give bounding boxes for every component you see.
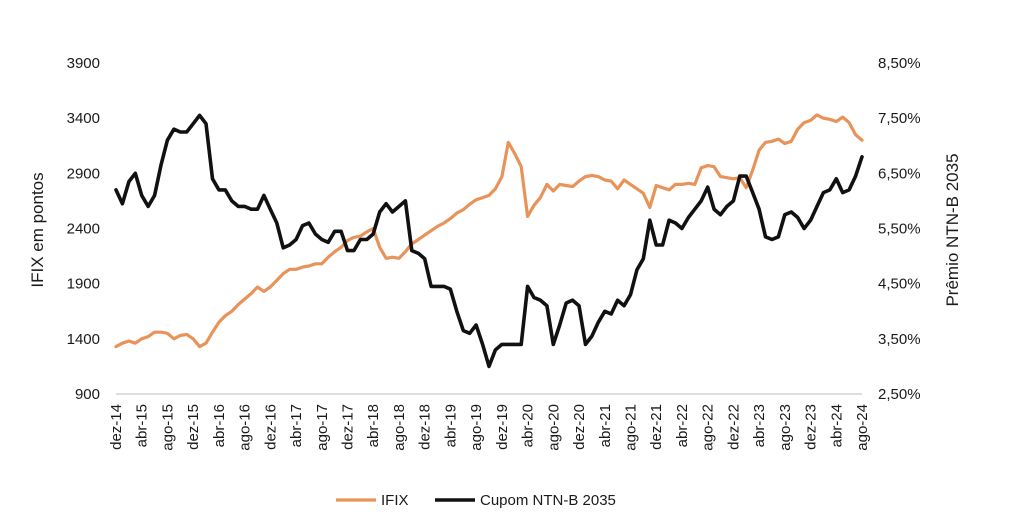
x-tick-label: dez-19 [494, 404, 511, 450]
right-tick-label: 7,50% [878, 110, 921, 127]
right-tick-label: 3,50% [878, 331, 921, 348]
left-tick-label: 3900 [67, 55, 100, 72]
x-tick-label: ago-21 [622, 404, 639, 451]
left-y-axis: 900 1400 1900 2400 2900 3400 3900 [67, 55, 100, 403]
legend: IFIX Cupom NTN-B 2035 [336, 492, 616, 509]
right-axis-title: Prêmio NTN-B 2035 [943, 153, 962, 306]
right-tick-label: 6,50% [878, 165, 921, 182]
x-tick-label: abr-22 [674, 404, 691, 447]
right-tick-label: 5,50% [878, 221, 921, 238]
x-tick-label: abr-15 [134, 404, 151, 447]
right-tick-label: 8,50% [878, 55, 921, 72]
series-line-cupom-ntnb-2035 [114, 113, 864, 369]
right-y-axis: 2,50% 3,50% 4,50% 5,50% 6,50% 7,50% 8,50% [878, 55, 921, 403]
series-layer [114, 113, 864, 369]
x-tick-label: abr-19 [442, 404, 459, 447]
x-tick-label: ago-16 [237, 404, 254, 451]
x-tick-label: dez-21 [648, 404, 665, 450]
x-tick-label: dez-14 [108, 404, 125, 450]
x-tick-label: ago-24 [854, 404, 871, 451]
left-tick-label: 2400 [67, 221, 100, 238]
x-tick-label: ago-23 [777, 404, 794, 451]
x-tick-label: abr-20 [520, 404, 537, 447]
x-tick-label: dez-16 [262, 404, 279, 450]
x-tick-label: abr-21 [597, 404, 614, 447]
x-tick-label: ago-22 [700, 404, 717, 451]
x-tick-label: dez-18 [417, 404, 434, 450]
x-tick-label: dez-23 [803, 404, 820, 450]
left-axis-title: IFIX em pontos [28, 172, 47, 287]
x-tick-label: dez-15 [185, 404, 202, 450]
left-tick-label: 2900 [67, 165, 100, 182]
x-tick-label: abr-18 [365, 404, 382, 447]
left-tick-label: 3400 [67, 110, 100, 127]
left-tick-label: 1900 [67, 276, 100, 293]
left-tick-label: 1400 [67, 331, 100, 348]
right-tick-label: 2,50% [878, 386, 921, 403]
left-tick-label: 900 [75, 386, 100, 403]
series-line-ifix [114, 113, 864, 349]
legend-label: Cupom NTN-B 2035 [480, 492, 616, 509]
x-tick-label: dez-17 [340, 404, 357, 450]
x-tick-label: ago-19 [468, 404, 485, 451]
x-tick-label: ago-18 [391, 404, 408, 451]
x-tick-label: ago-17 [314, 404, 331, 451]
x-tick-label: dez-20 [571, 404, 588, 450]
x-tick-label: abr-24 [828, 404, 845, 447]
legend-label: IFIX [381, 492, 409, 509]
right-tick-label: 4,50% [878, 276, 921, 293]
x-tick-label: dez-22 [725, 404, 742, 450]
x-tick-label: abr-16 [211, 404, 228, 447]
x-tick-label: ago-20 [545, 404, 562, 451]
x-axis: dez-14 abr-15 ago-15 dez-15 abr-16 ago-16 dez-… [108, 393, 871, 451]
x-tick-label: ago-15 [159, 404, 176, 451]
x-tick-label: abr-17 [288, 404, 305, 447]
x-tick-label: abr-23 [751, 404, 768, 447]
